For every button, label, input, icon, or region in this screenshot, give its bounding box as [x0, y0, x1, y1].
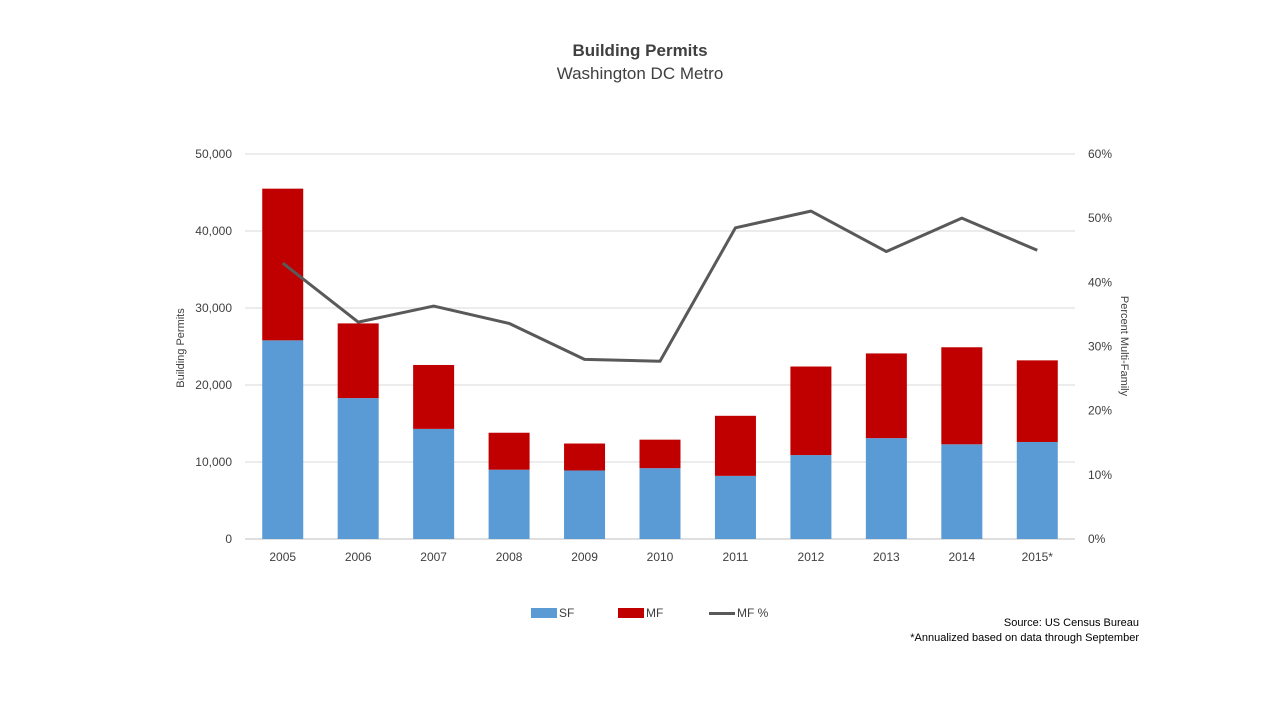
y-tick-label: 50,000 [195, 147, 232, 161]
y2-tick-label: 0% [1088, 532, 1106, 546]
bar-sf-2009 [564, 470, 606, 539]
y-tick-label: 10,000 [195, 455, 232, 469]
bar-sf-2007 [413, 428, 455, 539]
legend-swatch-mf-pct [709, 611, 735, 615]
y2-tick-label: 60% [1088, 147, 1112, 161]
bar-sf-2006 [337, 398, 379, 539]
bar-mf-2012 [790, 366, 832, 456]
bar-mf-2011 [714, 415, 756, 476]
bar-mf-2009 [564, 443, 606, 471]
x-tick-label: 2011 [723, 550, 749, 564]
line-mf-percent [281, 209, 1038, 363]
bar-series [262, 188, 1058, 539]
y2-tick-label: 40% [1088, 275, 1112, 289]
bar-mf-2015 [1016, 360, 1058, 442]
x-tick-label: 2007 [420, 550, 447, 564]
legend: SF MF MF % [0, 606, 1280, 624]
bar-sf-2005 [262, 340, 304, 539]
legend-label-sf: SF [559, 606, 575, 620]
bar-sf-2011 [714, 475, 756, 539]
y-tick-label: 0 [225, 532, 232, 546]
y-tick-label: 20,000 [195, 378, 232, 392]
source-note: Source: US Census Bureau [1003, 617, 1139, 629]
x-tick-label: 2012 [798, 550, 825, 564]
bar-mf-2014 [941, 347, 983, 445]
footnote: *Annualized based on data through Septem… [910, 632, 1139, 644]
legend-label-mf-pct: MF % [737, 606, 769, 620]
y2-tick-label: 30% [1088, 340, 1112, 354]
y2-tick-label: 50% [1088, 211, 1112, 225]
x-tick-label: 2015* [1022, 550, 1054, 564]
y-tick-label: 30,000 [195, 301, 232, 315]
legend-item-mf-pct: MF % [709, 606, 768, 620]
legend-item-sf: SF [531, 606, 574, 620]
bar-mf-2010 [639, 439, 681, 469]
x-tick-label: 2005 [269, 550, 296, 564]
legend-item-mf: MF [618, 606, 663, 620]
y-axis-title: Building Permits [175, 308, 187, 388]
bar-sf-2015 [1016, 441, 1058, 539]
y2-tick-label: 10% [1088, 468, 1112, 482]
y-tick-label: 40,000 [195, 224, 232, 238]
right-axis-ticks: 0% 10% 20% 30% 40% 50% 60% [1088, 147, 1112, 546]
legend-swatch-mf [618, 608, 644, 618]
bar-mf-2007 [413, 364, 455, 429]
x-axis-ticks: 2005 2006 2007 2008 2009 2010 2011 2012 2013 2014… [269, 550, 1053, 564]
y2-axis-title: Percent Multi-Family [1118, 296, 1130, 397]
y2-tick-label: 20% [1088, 404, 1112, 418]
x-tick-label: 2013 [873, 550, 900, 564]
bar-sf-2012 [790, 455, 832, 539]
x-tick-label: 2009 [571, 550, 598, 564]
bar-sf-2014 [941, 444, 983, 539]
bar-mf-2008 [488, 432, 530, 470]
line-series [281, 209, 1038, 363]
x-tick-label: 2010 [647, 550, 674, 564]
chart-subtitle: Washington DC Metro [556, 64, 724, 83]
x-tick-label: 2014 [948, 550, 975, 564]
bar-sf-2010 [639, 468, 681, 539]
legend-swatch-sf [531, 608, 557, 618]
x-tick-label: 2006 [345, 550, 372, 564]
left-axis-ticks: 0 10,000 20,000 30,000 40,000 50,000 [195, 147, 232, 546]
chart-title: Building Permits [572, 41, 708, 60]
bar-sf-2013 [865, 438, 907, 539]
bar-mf-2006 [337, 323, 379, 399]
bar-sf-2008 [488, 469, 530, 539]
x-tick-label: 2008 [496, 550, 523, 564]
legend-label-mf: MF [646, 606, 664, 620]
bar-mf-2013 [865, 353, 907, 439]
